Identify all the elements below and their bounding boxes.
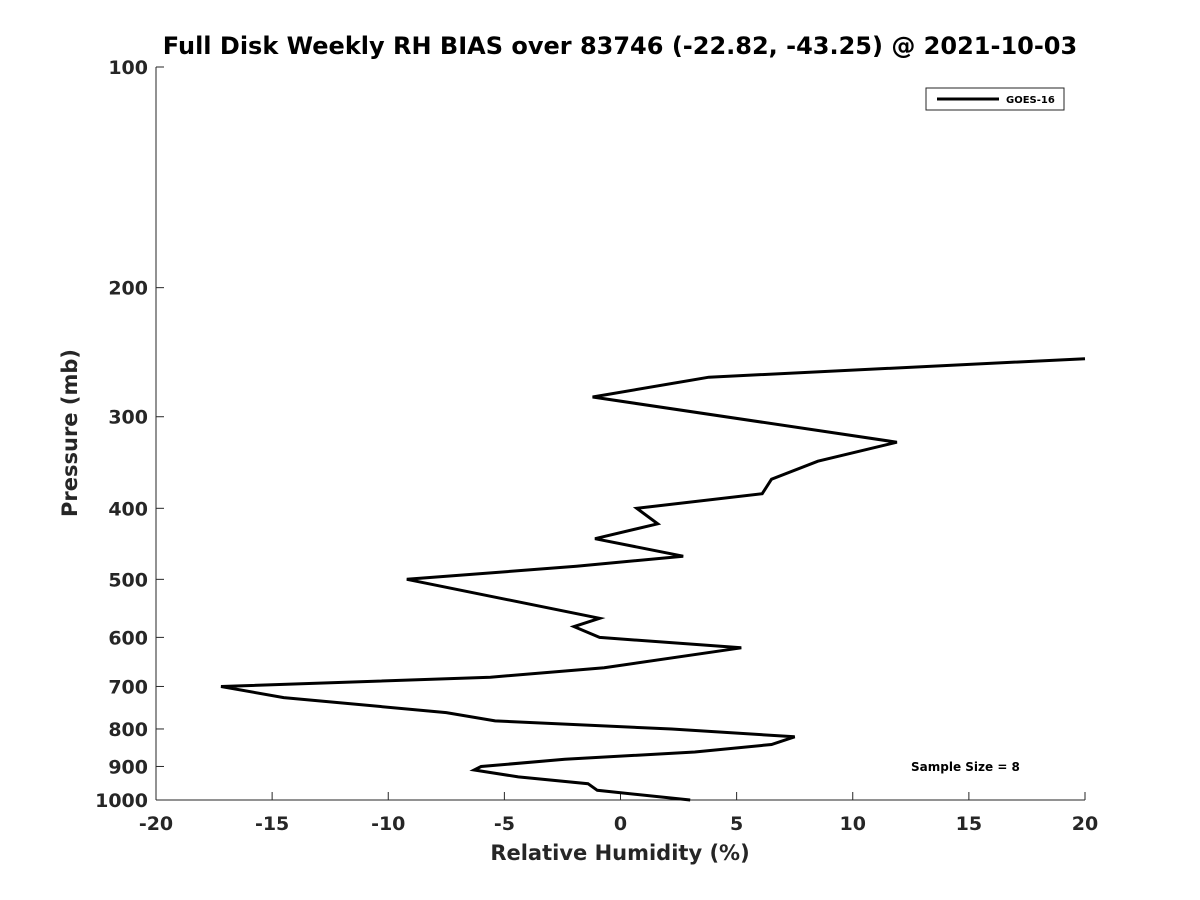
y-tick-label: 100 bbox=[108, 57, 148, 79]
x-ticks: -20 -15 -10 -5 0 5 10 15 20 bbox=[139, 792, 1098, 835]
x-tick-label: -5 bbox=[494, 813, 515, 835]
x-tick-label: 5 bbox=[730, 813, 743, 835]
y-ticks: 100 200 300 400 500 600 700 800 900 1000 bbox=[95, 57, 164, 812]
y-tick-label: 700 bbox=[108, 676, 148, 698]
x-tick-label: 20 bbox=[1072, 813, 1098, 835]
plot-area bbox=[155, 67, 1085, 801]
y-tick-label: 600 bbox=[108, 627, 148, 649]
x-tick-label: 0 bbox=[614, 813, 627, 835]
x-tick-label: 10 bbox=[840, 813, 866, 835]
x-tick-label: 15 bbox=[956, 813, 982, 835]
x-tick-label: -15 bbox=[255, 813, 289, 835]
chart-title: Full Disk Weekly RH BIAS over 83746 (-22… bbox=[163, 32, 1077, 60]
y-tick-label: 800 bbox=[108, 719, 148, 741]
y-tick-label: 900 bbox=[108, 756, 148, 778]
series-line-goes-16 bbox=[220, 357, 1086, 802]
y-tick-label: 400 bbox=[108, 498, 148, 520]
y-tick-label: 300 bbox=[108, 407, 148, 429]
legend: GOES-16 bbox=[925, 87, 1065, 111]
x-axis-label: Relative Humidity (%) bbox=[490, 841, 749, 865]
legend-label: GOES-16 bbox=[1006, 95, 1055, 106]
y-tick-label: 200 bbox=[108, 278, 148, 300]
x-tick-label: -10 bbox=[371, 813, 405, 835]
y-axis-label: Pressure (mb) bbox=[58, 349, 82, 517]
sample-size-annotation: Sample Size = 8 bbox=[911, 760, 1020, 774]
y-tick-label: 500 bbox=[108, 569, 148, 591]
series-layer bbox=[220, 357, 1086, 802]
x-tick-label: -20 bbox=[139, 813, 173, 835]
y-tick-label: 1000 bbox=[95, 790, 148, 812]
